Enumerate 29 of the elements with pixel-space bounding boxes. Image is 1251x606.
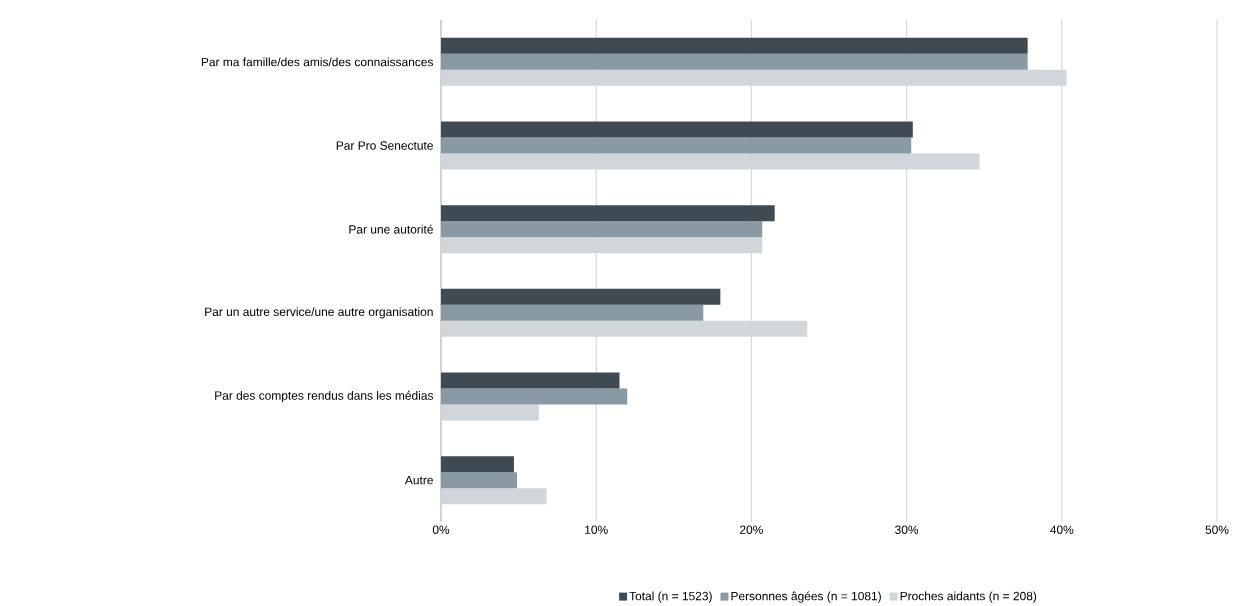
bar (441, 488, 547, 505)
bar (441, 205, 775, 222)
x-tick-label: 50% (1205, 525, 1229, 535)
y-tick-label: Autre (404, 476, 433, 485)
bar (441, 53, 1028, 70)
x-tick-label: 20% (740, 525, 763, 535)
legend-label: Personnes âgées (n = 1081) (731, 591, 881, 603)
bar (441, 388, 628, 405)
bar (441, 221, 763, 238)
y-tick-label: Par une autorité (349, 224, 433, 234)
x-tick-label: 40% (1050, 525, 1074, 535)
y-tick-label: Par Pro Senectute (336, 141, 433, 150)
y-tick-label: Par ma famille/des amis/des connaissances (201, 57, 434, 67)
x-tick-label: 30% (895, 525, 919, 535)
bar (441, 372, 620, 389)
bar (441, 137, 912, 154)
legend-label: Proches aidants (n = 208) (900, 591, 1037, 603)
bar (441, 404, 539, 421)
legend-label: Total (n = 1523) (629, 591, 712, 603)
x-tick-label: 0% (432, 525, 450, 535)
bar (441, 121, 913, 138)
y-tick-label: Par des comptes rendus dans les médias (215, 391, 434, 403)
y-tick-label: Par un autre service/une autre organisation (205, 307, 433, 319)
bar (441, 304, 704, 321)
x-tick-label: 10% (585, 525, 608, 535)
bar (441, 37, 1028, 54)
bar (441, 456, 514, 473)
bar (441, 472, 518, 489)
bar (441, 288, 721, 305)
